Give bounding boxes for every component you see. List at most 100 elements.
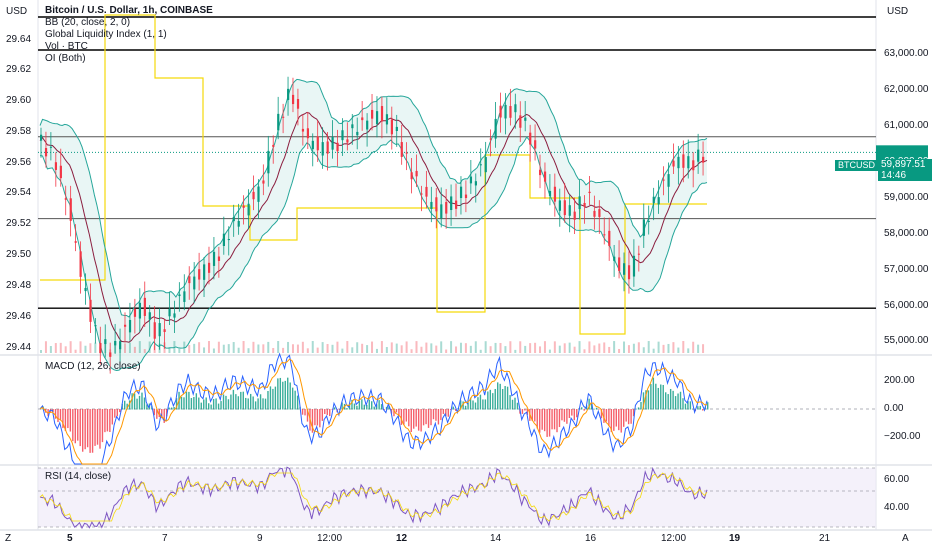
x-label: 14 <box>490 533 502 544</box>
candle-body <box>198 269 201 280</box>
macd-histogram-bar <box>405 409 408 422</box>
macd-histogram-bar <box>329 409 331 417</box>
macd-histogram-bar <box>269 386 272 410</box>
volume-bar <box>94 342 97 353</box>
volume-bar <box>469 345 472 353</box>
volume-bar <box>588 341 591 353</box>
candle-body <box>291 94 295 105</box>
macd-histogram-bar <box>222 394 225 410</box>
candle-body <box>326 141 329 154</box>
volume-bar <box>430 343 433 353</box>
macd-histogram-bar <box>410 409 412 433</box>
candle-body <box>356 131 359 136</box>
right-tick: 57,000.00 <box>884 264 929 275</box>
macd-histogram-bar <box>289 382 291 410</box>
macd-histogram-bar <box>203 399 205 410</box>
macd-histogram-bar <box>551 409 553 430</box>
timezone-button[interactable]: Z <box>5 533 12 544</box>
macd-histogram-bar <box>702 409 704 411</box>
volume-bar <box>647 341 650 353</box>
candle-body <box>371 109 374 119</box>
volume-bar <box>455 346 458 353</box>
macd-histogram-bar <box>363 404 366 410</box>
right-unit-label: USD <box>887 6 909 17</box>
macd-histogram-bar <box>141 392 143 410</box>
macd-histogram-bar <box>447 409 450 417</box>
candle-body <box>222 233 226 246</box>
macd-pane[interactable] <box>38 352 876 465</box>
symbol-title[interactable]: Bitcoin / U.S. Dollar, 1h, COINBASE <box>45 5 213 16</box>
macd-histogram-bar <box>91 409 94 453</box>
indicator-oi[interactable]: OI (Both) <box>45 53 86 64</box>
macd-histogram-bar <box>52 409 54 413</box>
candle-body <box>450 196 453 211</box>
volume-bar <box>128 342 131 353</box>
macd-histogram-bar <box>613 409 615 431</box>
candle-body <box>519 115 522 128</box>
macd-histogram-bar <box>442 409 445 414</box>
candle-body <box>69 198 72 221</box>
macd-histogram-bar <box>81 409 84 452</box>
macd-histogram-bar <box>227 399 230 410</box>
candle-body <box>534 140 537 149</box>
indicator-bb[interactable]: BB (20, close, 2, 0) <box>45 17 131 28</box>
candle-body <box>272 144 275 147</box>
candle-body <box>306 128 309 139</box>
candle-body <box>632 255 636 277</box>
candle-body <box>64 198 67 200</box>
candle-body <box>425 186 428 197</box>
volume-bar <box>667 343 670 353</box>
macd-histogram-bar <box>600 409 603 419</box>
macd-histogram-bar <box>123 400 126 410</box>
candle-body <box>84 287 87 292</box>
macd-histogram-bar <box>657 387 659 410</box>
bollinger-band-fill <box>40 79 707 371</box>
candle-body <box>44 148 48 157</box>
rsi-pane[interactable] <box>38 466 876 530</box>
candle-body <box>242 205 245 208</box>
volume-bar <box>331 344 334 353</box>
candle-body <box>123 324 127 327</box>
volume-bar <box>306 348 309 353</box>
macd-histogram-bar <box>314 409 316 426</box>
macd-histogram-bar <box>390 409 393 414</box>
macd-histogram-bar <box>128 400 131 410</box>
macd-label[interactable]: MACD (12, 26, close) <box>45 361 141 372</box>
candle-body <box>128 319 132 333</box>
macd-histogram-bar <box>205 397 207 410</box>
symbol-tag: BTCUSD <box>835 160 879 171</box>
indicator-volume[interactable]: Vol · BTC <box>45 41 88 52</box>
macd-histogram-bar <box>595 407 598 410</box>
candles[interactable] <box>40 76 705 374</box>
volume-bar <box>410 349 413 353</box>
volume-bar <box>395 343 398 353</box>
macd-histogram-bar <box>509 395 511 410</box>
candle-body <box>133 308 137 317</box>
candle-body <box>558 200 561 211</box>
candle-body <box>59 165 62 179</box>
macd-histogram-bar <box>69 409 72 432</box>
macd-histogram-bar <box>556 409 558 433</box>
macd-histogram-bar <box>605 409 608 422</box>
x-label: 9 <box>257 533 263 544</box>
macd-histogram-bar <box>254 401 257 410</box>
candle-body <box>603 234 606 236</box>
rsi-label[interactable]: RSI (14, close) <box>45 471 112 482</box>
macd-histogram-bar <box>267 391 269 410</box>
volume-bar <box>642 347 645 353</box>
macd-histogram-bar <box>291 387 294 410</box>
macd-histogram-bar <box>348 404 351 410</box>
auto-scale-button[interactable]: A <box>902 533 909 544</box>
indicator-liquidity[interactable]: Global Liquidity Index (1, 1) <box>45 29 167 40</box>
right-tick: 59,000.00 <box>884 192 929 203</box>
left-tick: 29.64 <box>6 34 32 45</box>
candle-body <box>657 197 660 205</box>
right-tick: 61,000.00 <box>884 120 929 131</box>
candle-body <box>232 217 235 222</box>
macd-histogram-bar <box>311 409 314 433</box>
volume-bar <box>450 341 453 353</box>
candle-body <box>509 106 512 118</box>
macd-histogram-bar <box>417 409 420 431</box>
macd-histogram-bar <box>287 377 289 410</box>
